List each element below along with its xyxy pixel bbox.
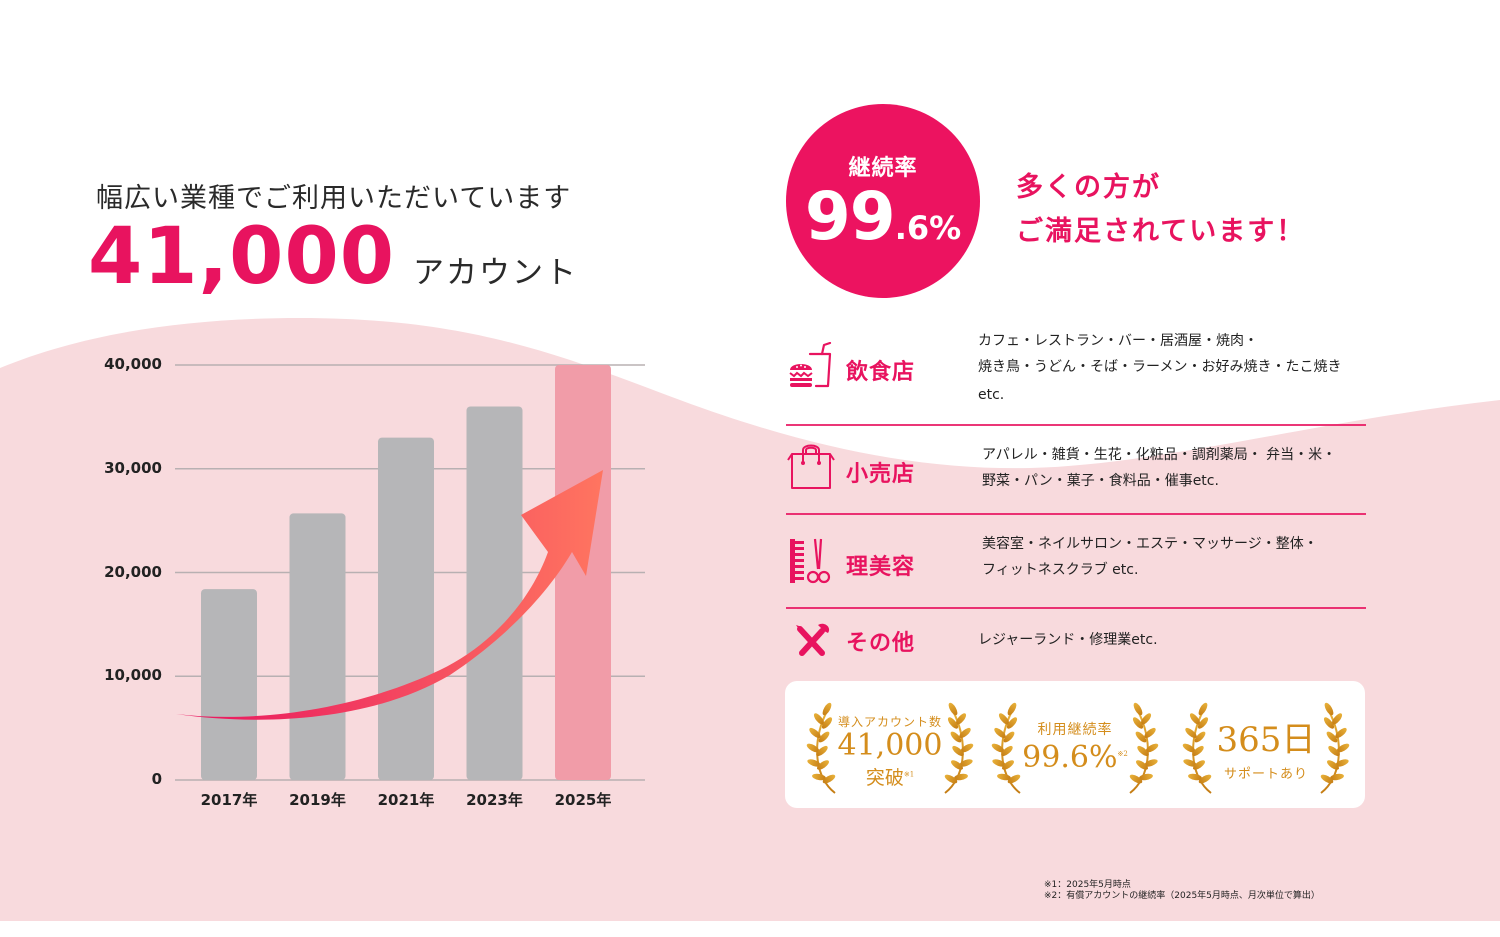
badge-label: 導入アカウント数 bbox=[837, 715, 942, 729]
industry-description: カフェ・レストラン・バー・居酒屋・焼肉・ 焼き鳥・うどん・そば・ラーメン・お好み… bbox=[978, 328, 1368, 408]
industry-title: 飲食店 bbox=[846, 360, 916, 385]
satisfaction-tagline: 多くの方が ご満足されています！ bbox=[1016, 166, 1305, 254]
badge-accounts: 導入アカウント数 41,000 突破※1 bbox=[805, 693, 975, 797]
footnotes: ※1：2025年5月時点 ※2：有償アカウントの継続率（2025年5月時点、月次… bbox=[1044, 880, 1320, 902]
badge-note: ※2 bbox=[1117, 750, 1128, 758]
y-axis-tick: 20,000 bbox=[104, 562, 162, 581]
industry-title: その他 bbox=[846, 631, 916, 656]
desc-line: カフェ・レストラン・バー・居酒屋・焼肉・ bbox=[978, 333, 1258, 349]
footnote-1: ※1：2025年5月時点 bbox=[1044, 880, 1131, 890]
badge-sub: 突破※1 bbox=[805, 763, 975, 790]
retention-label: 継続率 bbox=[848, 156, 918, 181]
x-axis-tick: 2017年 bbox=[200, 791, 258, 809]
y-axis-tick: 30,000 bbox=[104, 458, 162, 477]
retention-value-dec: .6% bbox=[894, 209, 962, 247]
badge-value: 99.6%※2 bbox=[990, 743, 1160, 773]
desc-line: アパレル・雑貨・生花・化粧品・調剤薬局・ 弁当・米・ bbox=[982, 447, 1337, 463]
y-axis-tick: 0 bbox=[151, 770, 162, 788]
chart-bar bbox=[289, 513, 346, 780]
growth-arrow bbox=[176, 470, 603, 720]
desc-line: 美容室・ネイルサロン・エステ・マッサージ・整体・ bbox=[982, 536, 1318, 552]
x-axis-tick: 2023年 bbox=[466, 791, 523, 809]
tools-icon bbox=[796, 623, 830, 656]
badge-support: 365日 サポートあり bbox=[1181, 693, 1351, 797]
chart-bar bbox=[378, 437, 434, 780]
divider bbox=[786, 424, 1366, 426]
x-axis-tick: 2019年 bbox=[289, 791, 346, 809]
industry-description: アパレル・雑貨・生花・化粧品・調剤薬局・ 弁当・米・ 野菜・パン・菓子・食料品・… bbox=[982, 442, 1372, 494]
footnote-2: ※2：有償アカウントの継続率（2025年5月時点、月次単位で算出） bbox=[1044, 891, 1320, 901]
chart-bar bbox=[555, 365, 611, 780]
account-count-unit: アカウント bbox=[413, 255, 578, 291]
industry-description: 美容室・ネイルサロン・エステ・マッサージ・整体・ フィットネスクラブ etc. bbox=[982, 531, 1372, 583]
badge-note: ※1 bbox=[903, 770, 915, 779]
desc-line: etc. bbox=[978, 387, 1005, 403]
badge-value: 41,000 bbox=[837, 728, 943, 763]
badge-label: 利用継続率 bbox=[1037, 722, 1113, 738]
account-count: 41,000 アカウント bbox=[88, 218, 578, 296]
badge-value-text: 99.6% bbox=[1022, 740, 1118, 775]
chart-bar bbox=[201, 589, 257, 780]
industry-title: 小売店 bbox=[846, 462, 916, 487]
section-subtitle: 幅広い業種でご利用いただいています bbox=[96, 183, 572, 214]
badge-label: サポートあり bbox=[1223, 767, 1308, 782]
divider bbox=[786, 607, 1366, 609]
desc-line: レジャーランド・修理業etc. bbox=[978, 632, 1158, 648]
desc-line: 野菜・パン・菓子・食料品・催事etc. bbox=[982, 473, 1219, 489]
retention-rate-circle: 継続率 99 .6% bbox=[786, 104, 980, 298]
industry-title: 理美容 bbox=[846, 555, 916, 580]
tagline-line-1: 多くの方が bbox=[1016, 172, 1161, 203]
y-axis-tick: 40,000 bbox=[104, 355, 162, 373]
achievement-badges-card: 導入アカウント数 41,000 突破※1 利用継続率 99.6%※2 365日 … bbox=[785, 681, 1365, 808]
x-axis-tick: 2021年 bbox=[377, 791, 435, 809]
badge-value: 365日 bbox=[1216, 720, 1316, 760]
comb-scissors-icon bbox=[790, 538, 831, 584]
shopping-bag-icon bbox=[787, 444, 835, 489]
food-drink-icon bbox=[789, 342, 832, 388]
chart-bar bbox=[466, 406, 523, 780]
tagline-line-2: ご満足されています！ bbox=[1016, 216, 1306, 247]
industry-description: レジャーランド・修理業etc. bbox=[978, 627, 1368, 653]
divider bbox=[786, 513, 1366, 515]
y-axis-tick: 10,000 bbox=[104, 666, 162, 685]
account-growth-chart: 40,000 30,000 20,000 10,000 0 2017年 2019年 2021… bbox=[90, 340, 660, 820]
retention-value-int: 99 bbox=[804, 178, 896, 255]
badge-sub-text: 突破 bbox=[865, 767, 904, 789]
chart-plot bbox=[175, 364, 645, 781]
desc-line: フィットネスクラブ etc. bbox=[982, 562, 1139, 578]
desc-line: 焼き鳥・うどん・そば・ラーメン・お好み焼き・たこ焼き bbox=[978, 359, 1342, 375]
x-axis-tick: 2025年 bbox=[554, 791, 612, 809]
badge-retention: 利用継続率 99.6%※2 bbox=[990, 693, 1160, 797]
retention-value: 99 .6% bbox=[786, 184, 980, 250]
account-count-number: 41,000 bbox=[88, 212, 395, 302]
